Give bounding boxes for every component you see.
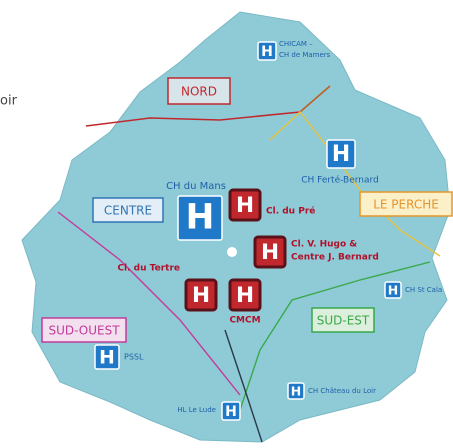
region-label: SUD-EST — [317, 314, 370, 328]
hospital-label: CMCM — [229, 316, 260, 326]
border-nord-perche — [299, 85, 331, 113]
hospital-label: CH du Mans — [166, 181, 226, 192]
border-south — [224, 329, 263, 443]
hospital-label: Cl. V. Hugo & — [291, 240, 357, 250]
icon-letter: H — [236, 283, 254, 308]
icon-letter: H — [186, 198, 215, 238]
hospital-label: Centre J. Bernard — [291, 253, 379, 263]
hospital-label: Cl. du Tertre — [117, 264, 180, 274]
icon-letter: H — [291, 384, 301, 399]
region-box — [167, 77, 231, 105]
hospital-icon — [384, 281, 402, 299]
region-label: SUD-OUEST — [48, 324, 120, 338]
border-sud-ouest — [57, 211, 241, 396]
hospital-icon — [326, 139, 356, 169]
hospital-icon — [221, 401, 241, 421]
hospital-label: CH de Mamers — [279, 51, 331, 59]
hospital-icon — [257, 41, 277, 61]
clinic-icon — [184, 278, 218, 312]
hospital-label: PSSL — [124, 353, 144, 362]
region-box — [359, 191, 453, 217]
hospital-label: CH St Cala — [405, 286, 442, 294]
border-sud-est — [239, 261, 431, 411]
region-label: CENTRE — [104, 204, 152, 218]
clinic-icon — [228, 188, 262, 222]
icon-letter: H — [192, 283, 210, 308]
center-dot — [227, 247, 237, 257]
clinic-icon — [228, 278, 262, 312]
icon-letter: H — [261, 44, 273, 60]
icon-letter: H — [99, 348, 115, 369]
icon-letter: H — [261, 240, 279, 265]
hospital-label: Cl. du Pré — [266, 206, 315, 217]
layer: NORD CENTRE LE PERCHE SUD-EST SUD-OUEST H CHIC… — [41, 40, 453, 421]
icon-letter: H — [236, 193, 254, 218]
hospital-icon — [94, 344, 120, 370]
hospital-icon — [177, 195, 223, 241]
border-nord — [85, 111, 301, 127]
clinic-icon — [253, 235, 287, 269]
hospital-label: CH Ferté-Bernard — [301, 175, 379, 186]
icon-letter: H — [225, 404, 237, 420]
territory — [21, 11, 451, 443]
icon-letter: H — [332, 142, 350, 167]
region-box — [311, 307, 375, 333]
region-label: LE PERCHE — [373, 198, 439, 212]
hospital-icon — [287, 382, 305, 400]
hospital-label: CH Château du Loir — [308, 387, 376, 395]
border-perche — [269, 110, 441, 257]
cut-text: oir — [0, 94, 18, 109]
region-box — [92, 197, 164, 223]
hospital-label: HL Le Lude — [177, 406, 216, 414]
icon-letter: H — [388, 283, 398, 298]
region-label: NORD — [181, 85, 217, 99]
hospital-label: CHICAM – — [279, 40, 313, 48]
region-box — [41, 317, 127, 343]
